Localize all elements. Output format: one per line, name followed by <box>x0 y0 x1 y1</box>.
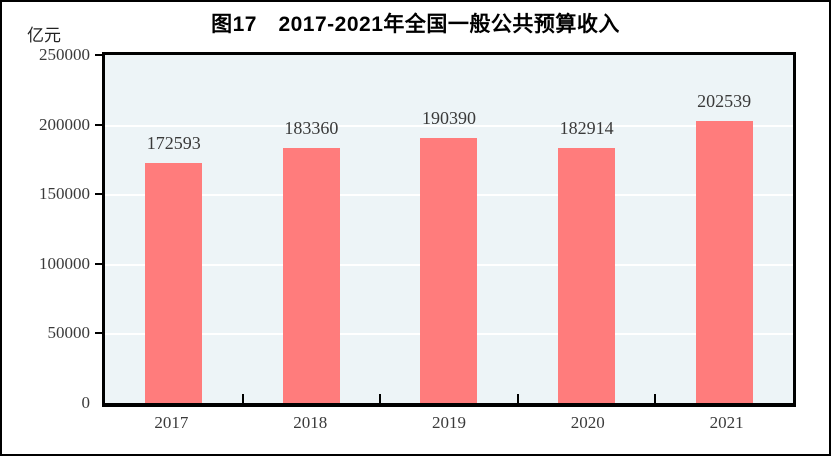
bar-series: 172593 183360 190390 182914 202539 <box>105 55 793 403</box>
bar-2019 <box>420 137 478 403</box>
bar-2017 <box>145 162 203 403</box>
bar-2021 <box>695 121 753 403</box>
bar-value-label: 202539 <box>697 91 752 112</box>
y-axis-tick-label: 50000 <box>47 323 91 343</box>
x-axis-tick <box>516 394 519 403</box>
y-axis-tick-label: 200000 <box>39 114 90 134</box>
x-axis-tick <box>379 394 382 403</box>
bar-value-label: 183360 <box>284 117 339 138</box>
x-axis-tick <box>241 394 244 403</box>
y-axis-unit-label: 亿元 <box>27 26 61 45</box>
chart-title: 图17 2017-2021年全国一般公共预算收入 <box>211 13 620 36</box>
y-axis-tick-label: 0 <box>81 393 91 412</box>
y-axis-tick <box>95 54 102 56</box>
x-axis-labels: 2017 2018 2019 2020 2021 <box>102 413 796 433</box>
y-axis-tick <box>95 193 102 196</box>
plot-area: 172593 183360 190390 182914 202539 <box>102 52 796 407</box>
bar-group-2018: 183360 <box>243 55 381 403</box>
y-axis-tick <box>95 262 102 265</box>
y-axis-tick <box>95 123 102 126</box>
bar-group-2020: 182914 <box>518 55 656 403</box>
x-axis-label-2019: 2019 <box>431 413 466 432</box>
bar-value-label: 172593 <box>146 132 201 153</box>
x-axis-label-2017: 2017 <box>154 413 189 432</box>
gridline <box>105 124 793 127</box>
x-axis-label-2020: 2020 <box>570 413 605 432</box>
x-axis-tick <box>654 394 657 403</box>
bar-2018 <box>282 147 340 403</box>
bar-group-2019: 190390 <box>380 55 518 403</box>
bar-group-2017: 172593 <box>105 55 243 403</box>
y-axis-tick-label: 100000 <box>39 253 90 273</box>
y-axis-tick-label: 150000 <box>39 184 90 204</box>
bar-value-label: 190390 <box>421 107 476 128</box>
y-axis-tick-label: 250000 <box>39 45 90 64</box>
bar-group-2021: 202539 <box>655 55 793 403</box>
x-axis-label-2018: 2018 <box>293 413 328 432</box>
bar-2020 <box>558 148 616 403</box>
bar-value-label: 182914 <box>559 118 614 139</box>
x-axis-label-2021: 2021 <box>709 413 744 432</box>
y-axis-tick <box>95 332 102 335</box>
